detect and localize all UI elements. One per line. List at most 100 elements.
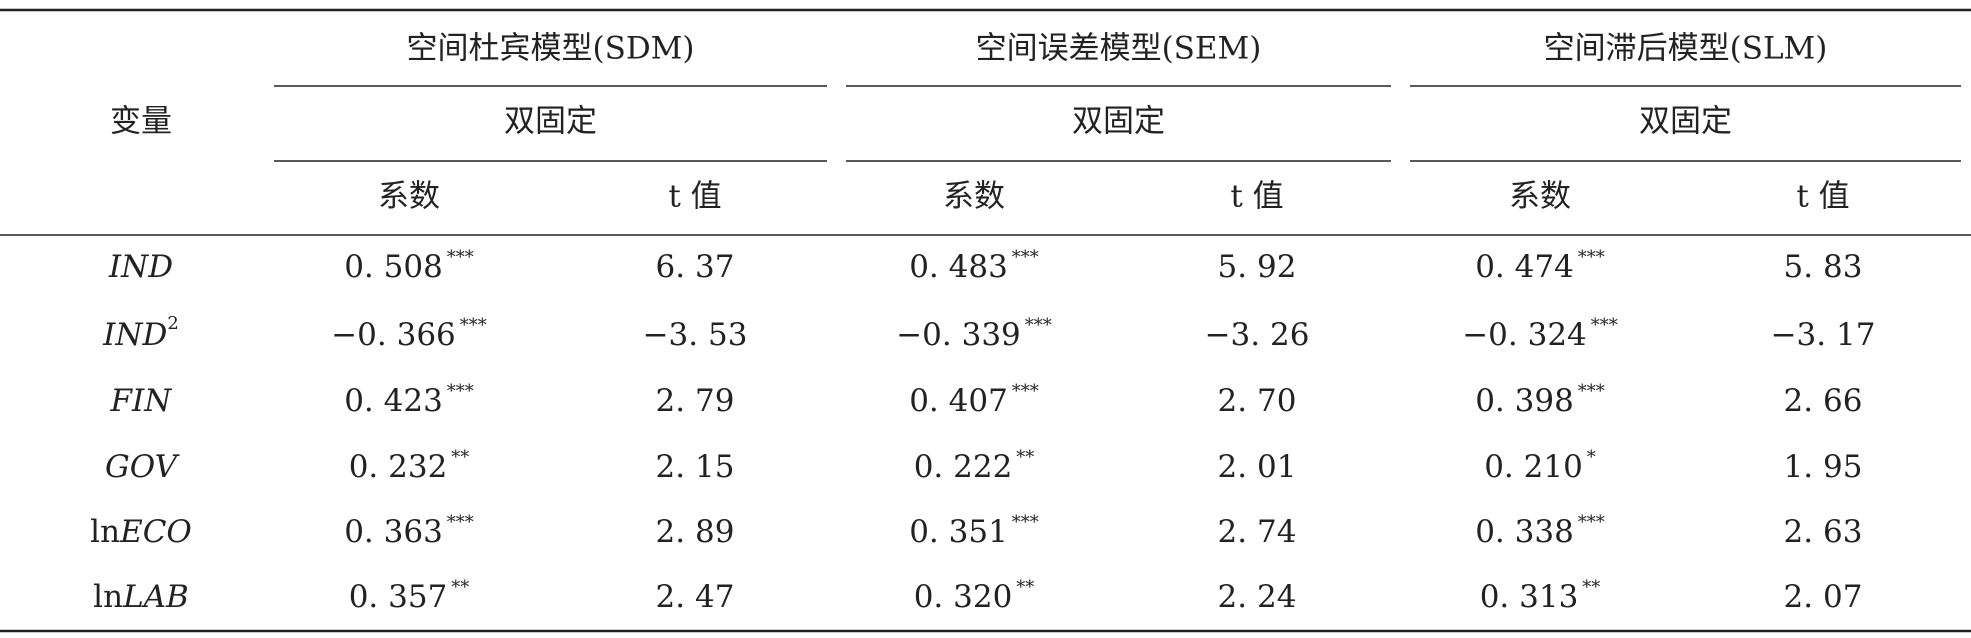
variable-name: IND bbox=[102, 317, 167, 353]
significance: *** bbox=[1591, 315, 1618, 336]
cell: 0. 483 *** bbox=[909, 247, 1039, 285]
cell: 0. 407 *** bbox=[909, 381, 1039, 419]
cell: 2. 70 bbox=[1218, 383, 1297, 419]
coefficient: 0. 357 bbox=[349, 579, 448, 615]
cell: 0. 232 ** bbox=[349, 447, 470, 485]
variable-name: ECO bbox=[119, 514, 192, 550]
cell: 2. 79 bbox=[656, 383, 735, 419]
cell: 0. 338 *** bbox=[1475, 512, 1605, 550]
variable: lnLAB bbox=[93, 579, 189, 615]
t-value: 5. 92 bbox=[1218, 249, 1297, 285]
significance: *** bbox=[460, 315, 487, 336]
variable: FIN bbox=[110, 383, 174, 419]
cell: 5. 83 bbox=[1784, 249, 1863, 285]
variable-sup: 2 bbox=[167, 313, 178, 334]
coefficient: 0. 351 bbox=[909, 514, 1008, 550]
cell: −0. 324 *** bbox=[1462, 315, 1618, 353]
coefficient: −0. 366 bbox=[331, 317, 456, 353]
significance: ** bbox=[451, 447, 469, 468]
coefficient: 0. 483 bbox=[909, 249, 1008, 285]
coefficient: 0. 474 bbox=[1475, 249, 1574, 285]
cell: 2. 01 bbox=[1218, 449, 1297, 485]
t-value: 2. 70 bbox=[1218, 383, 1297, 419]
t-value: −3. 26 bbox=[1205, 317, 1310, 353]
cell: 2. 15 bbox=[656, 449, 735, 485]
column-header: 系数 bbox=[378, 179, 440, 215]
cell: 0. 398 *** bbox=[1475, 381, 1605, 419]
coefficient: 0. 407 bbox=[909, 383, 1008, 419]
significance: *** bbox=[1012, 247, 1039, 268]
significance: *** bbox=[447, 381, 474, 402]
coefficient: 0. 508 bbox=[344, 249, 443, 285]
variable-name: LAB bbox=[122, 579, 189, 615]
coefficient: −0. 324 bbox=[1462, 317, 1587, 353]
significance: ** bbox=[1016, 577, 1034, 598]
coefficient: 0. 398 bbox=[1475, 383, 1574, 419]
significance: ** bbox=[451, 577, 469, 598]
t-value: 2. 24 bbox=[1218, 579, 1297, 615]
column-header: 系数 bbox=[1509, 179, 1571, 215]
t-value: 1. 95 bbox=[1784, 449, 1863, 485]
significance: *** bbox=[1578, 512, 1605, 533]
row-header: 变量 bbox=[110, 104, 172, 140]
cell: −0. 339 *** bbox=[896, 315, 1052, 353]
cell: 2. 89 bbox=[656, 514, 735, 550]
cell: 0. 423 *** bbox=[344, 381, 474, 419]
t-value: 2. 15 bbox=[656, 449, 735, 485]
cell: 0. 508 *** bbox=[344, 247, 474, 285]
variable: GOV bbox=[105, 449, 181, 485]
variable-name: GOV bbox=[105, 449, 181, 485]
t-value: 2. 07 bbox=[1784, 579, 1863, 615]
cell: 2. 74 bbox=[1218, 514, 1297, 550]
coefficient: 0. 338 bbox=[1475, 514, 1574, 550]
cell: 2. 24 bbox=[1218, 579, 1297, 615]
coefficient: 0. 320 bbox=[914, 579, 1013, 615]
column-header: t 值 bbox=[1796, 179, 1849, 215]
significance: ** bbox=[1582, 577, 1600, 598]
t-value: 5. 83 bbox=[1784, 249, 1863, 285]
variable-prefix: ln bbox=[90, 514, 120, 550]
cell: 0. 474 *** bbox=[1475, 247, 1605, 285]
significance: *** bbox=[447, 512, 474, 533]
model-header: 空间误差模型(SEM) bbox=[976, 31, 1262, 67]
t-value: 6. 37 bbox=[656, 249, 735, 285]
significance: *** bbox=[1578, 381, 1605, 402]
significance: ** bbox=[1016, 447, 1034, 468]
t-value: 2. 79 bbox=[656, 383, 735, 419]
significance: * bbox=[1587, 447, 1596, 468]
effect-header: 双固定 bbox=[504, 104, 597, 140]
t-value: −3. 53 bbox=[643, 317, 748, 353]
column-header: t 值 bbox=[1230, 179, 1283, 215]
cell: −3. 26 bbox=[1205, 317, 1310, 353]
cell: 5. 92 bbox=[1218, 249, 1297, 285]
coefficient: 0. 210 bbox=[1484, 449, 1583, 485]
t-value: −3. 17 bbox=[1771, 317, 1876, 353]
t-value: 2. 47 bbox=[656, 579, 735, 615]
t-value: 2. 74 bbox=[1218, 514, 1297, 550]
effect-header: 双固定 bbox=[1639, 104, 1732, 140]
coefficient: 0. 222 bbox=[914, 449, 1013, 485]
cell: 0. 313 ** bbox=[1480, 577, 1601, 615]
t-value: 2. 63 bbox=[1784, 514, 1863, 550]
coefficient: 0. 363 bbox=[344, 514, 443, 550]
cell: 0. 222 ** bbox=[914, 447, 1035, 485]
significance: *** bbox=[1578, 247, 1605, 268]
coefficient: 0. 423 bbox=[344, 383, 443, 419]
cell: 0. 357 ** bbox=[349, 577, 470, 615]
column-header: t 值 bbox=[668, 179, 721, 215]
cell: 6. 37 bbox=[656, 249, 735, 285]
variable: IND2 bbox=[102, 313, 179, 353]
significance: *** bbox=[1025, 315, 1052, 336]
cell: 0. 320 ** bbox=[914, 577, 1035, 615]
cell: 1. 95 bbox=[1784, 449, 1863, 485]
cell: 2. 07 bbox=[1784, 579, 1863, 615]
cell: 2. 47 bbox=[656, 579, 735, 615]
cell: 0. 351 *** bbox=[909, 512, 1039, 550]
column-header: 系数 bbox=[943, 179, 1005, 215]
effect-header: 双固定 bbox=[1072, 104, 1165, 140]
cell: 2. 63 bbox=[1784, 514, 1863, 550]
coefficient: −0. 339 bbox=[896, 317, 1021, 353]
variable: IND bbox=[108, 249, 173, 285]
cell: −3. 53 bbox=[643, 317, 748, 353]
